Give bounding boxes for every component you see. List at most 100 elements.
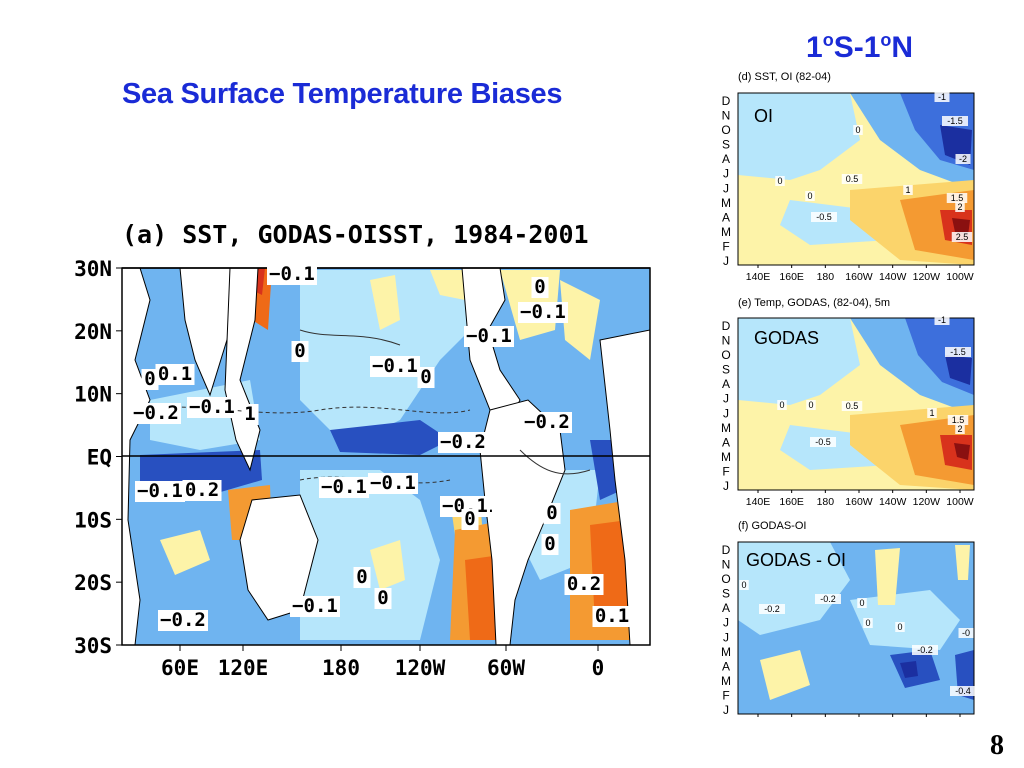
contour-label-bg <box>518 302 568 323</box>
panel-y-tick-label: M <box>721 645 731 659</box>
panel-y-tick-label: O <box>721 572 730 586</box>
contour-label: 0 <box>534 276 545 298</box>
panel-x-tick-label: 160W <box>845 271 873 283</box>
y-tick-label: 20S <box>74 571 112 595</box>
panel-y-tick-label: M <box>721 225 731 239</box>
panel-y-tick-label: A <box>722 152 730 166</box>
panel-contour-label: 0 <box>807 191 812 201</box>
panel-y-tick-label: M <box>721 196 731 210</box>
y-tick-label: EQ <box>87 446 112 470</box>
y-tick-label: 30N <box>74 257 112 281</box>
panel-diff: (f) GODAS-OI GODAS - OI <box>737 520 975 715</box>
panel-contour-label-bg <box>958 628 974 638</box>
panel-x-tick-label: 160E <box>779 496 804 508</box>
panel-godas-label: GODAS <box>754 328 819 348</box>
map-axes: 60E 120E 180 120W 60W 0 30N 20N 10N EQ 10S 20S 30S <box>74 257 604 680</box>
field-light-blue <box>300 270 470 440</box>
contour-label: 0.2 <box>567 573 601 595</box>
godas-blue-left <box>738 318 860 405</box>
contour-label-bg <box>290 596 340 617</box>
panel-y-tick-label: S <box>722 363 730 377</box>
panel-y-tick-label: M <box>721 421 731 435</box>
contour-label-bg <box>417 367 435 388</box>
panel-x-tick-label: 180 <box>817 496 835 508</box>
contour-label-bg <box>158 610 208 631</box>
contour-label: −0.1 <box>189 396 235 418</box>
contour-label: 0 <box>546 502 557 524</box>
panel-y-tick-label: M <box>721 674 731 688</box>
contour-label-bg <box>141 369 159 390</box>
panel-godas-frame <box>737 317 975 491</box>
panel-y-tick-label: A <box>722 435 730 449</box>
panel-x-tick-label: 120W <box>913 271 941 283</box>
panel-contour-label-bg <box>775 176 785 186</box>
contour-label: −0.2 <box>133 402 179 424</box>
panel-y-tick-label: N <box>722 334 731 348</box>
x-tick-label: 120E <box>218 656 269 680</box>
panel-contour-label: 0 <box>897 622 902 632</box>
panel-y-tick-label: J <box>723 630 729 644</box>
panel-x-tick-label: 140E <box>746 271 771 283</box>
panel-contour-label: -0.5 <box>815 437 831 447</box>
panel-contour-label-bg <box>805 191 815 201</box>
contour-label: −0.1 <box>292 595 338 617</box>
panel-contour-label-bg <box>810 437 836 447</box>
panel-contour-label-bg <box>934 92 950 102</box>
panel-contour-label: 0.5 <box>846 174 859 184</box>
diff-light-blue <box>850 590 960 650</box>
panel-contour-label: 1 <box>929 408 934 418</box>
contour-label-bg <box>464 326 514 347</box>
contour-label: −0.1 <box>520 301 566 323</box>
panel-contour-label-bg <box>955 202 965 212</box>
contour-label: 0 <box>464 508 475 530</box>
panel-contour-label-bg <box>857 598 867 608</box>
contour-label-bg <box>461 509 479 530</box>
contour-label: −0.1 <box>321 476 367 498</box>
panel-contour-label: 1.5 <box>952 415 965 425</box>
panel-contour-label: -0.2 <box>820 594 836 604</box>
field-pale-yellow <box>160 530 210 575</box>
contour-label: −0.1 <box>466 325 512 347</box>
panel-contour-label: 2 <box>957 202 962 212</box>
panel-x-tick-label: 180 <box>817 271 835 283</box>
panel-godas-title: (e) Temp, GODAS, (82-04), 5m <box>738 297 890 309</box>
contour-label: 0 <box>294 340 305 362</box>
panel-x-tick-label: 120W <box>913 496 941 508</box>
x-tick-label: 0 <box>592 656 605 680</box>
panel-x-tick-label: 140E <box>746 496 771 508</box>
godas-darkred-warm <box>954 443 970 460</box>
panel-y-tick-label: N <box>722 109 731 123</box>
panel-x-tick-label: 160W <box>845 496 873 508</box>
panel-contour-label: -1 <box>938 92 946 102</box>
panel-y-tick-label: O <box>721 123 730 137</box>
panel-contour-label: 0 <box>808 400 813 410</box>
contour-label-bg <box>267 264 317 285</box>
panel-y-tick-label: J <box>723 703 729 717</box>
degree-sign: o <box>880 30 892 50</box>
contour-label-bg <box>155 364 195 385</box>
panel-y-tick-label: D <box>722 94 731 108</box>
panel-contour-label: -0.2 <box>764 604 780 614</box>
panel-contour-label-bg <box>853 125 863 135</box>
panel-contour-label-bg <box>927 408 937 418</box>
contour-label: 0.1 <box>158 363 192 385</box>
contour-label-bg <box>187 397 237 418</box>
panel-oi-frame <box>737 92 975 266</box>
panel-x-tick-label: 160E <box>779 271 804 283</box>
band-part-1: 1 <box>806 31 823 64</box>
panel-x-tick-label: 100W <box>946 496 974 508</box>
y-tick-label: 10S <box>74 508 112 532</box>
panel-contour-label: -1 <box>938 315 946 325</box>
field-deep-blue <box>330 420 450 455</box>
panel-contour-label-bg <box>841 174 863 184</box>
panel-y-tick-label: A <box>722 377 730 391</box>
panel-y-tick-label: J <box>723 254 729 268</box>
panel-y-tick-label: F <box>722 239 729 253</box>
panel-contour-label-bg <box>950 686 976 696</box>
oi-blue-left <box>738 93 860 180</box>
panel-contour-label: -1.5 <box>947 116 963 126</box>
panel-contour-label-bg <box>895 622 905 632</box>
contour-label: 0 <box>144 368 155 390</box>
panel-contour-label-bg <box>739 580 749 590</box>
panel-contour-label: -0.5 <box>816 212 832 222</box>
